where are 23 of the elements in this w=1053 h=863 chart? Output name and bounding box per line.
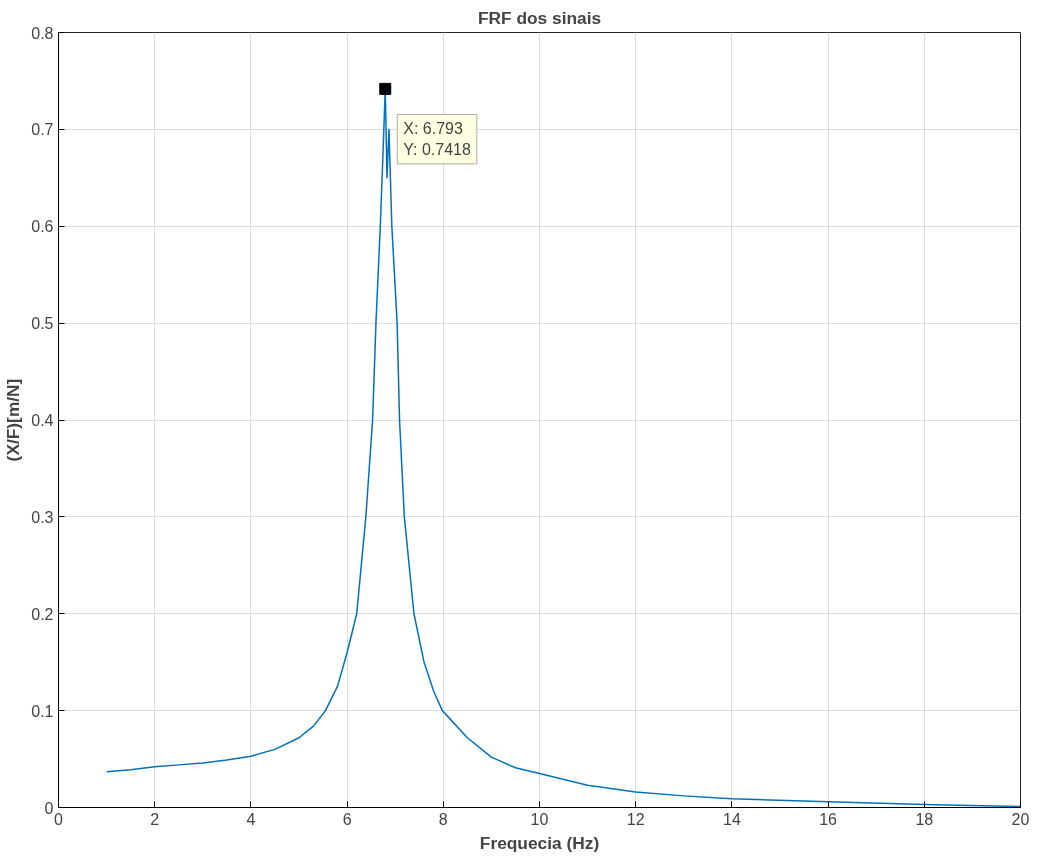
chart-title: FRF dos sinais <box>477 7 602 28</box>
x-tick-label: 16 <box>819 810 838 828</box>
x-tick-label: 8 <box>438 810 448 828</box>
x-tick-label: 10 <box>530 810 549 828</box>
x-tick-label: 18 <box>915 810 934 828</box>
y-tick-label: 0.5 <box>31 315 54 333</box>
x-tick-label: 6 <box>342 810 352 828</box>
x-tick-label: 2 <box>150 810 160 828</box>
y-tick-label: 0.7 <box>31 121 54 139</box>
y-tick-label: 0.2 <box>31 605 54 623</box>
y-tick-label: 0 <box>44 799 54 817</box>
y-tick-label: 0.4 <box>31 412 54 429</box>
x-tick-label: 20 <box>1011 810 1030 828</box>
y-tick-label: 0.8 <box>31 24 54 42</box>
x-axis-title: Frequecia (Hz) <box>479 832 600 853</box>
x-tick-label: 4 <box>246 810 256 828</box>
x-tick-label: 14 <box>723 810 741 828</box>
y-tick-label: 0.1 <box>31 702 54 720</box>
y-axis-title: (X/F)[m/N] <box>3 378 24 462</box>
y-tick-label: 0.3 <box>31 508 54 526</box>
y-tick-label: 0.6 <box>31 218 54 236</box>
annotation: X: 6.793 Y: 0.7418 <box>403 120 471 158</box>
x-tick-label: 12 <box>626 810 645 828</box>
